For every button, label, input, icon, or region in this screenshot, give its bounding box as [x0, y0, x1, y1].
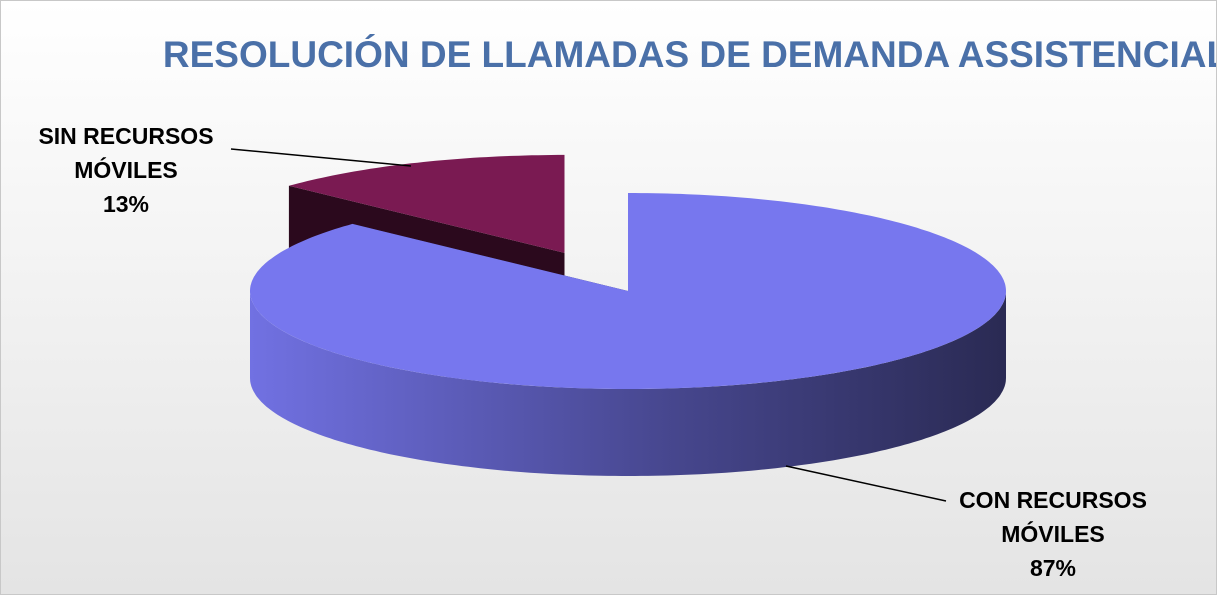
slice-wall: [250, 291, 1006, 476]
chart-title: RESOLUCIÓN DE LLAMADAS DE DEMANDA ASSIST…: [163, 33, 1216, 75]
slice-top: [250, 193, 1006, 389]
category-label: CON RECURSOS MÓVILES: [959, 487, 1147, 547]
value-label: 13%: [102, 191, 150, 217]
value-label: 87%: [1029, 555, 1077, 581]
slice: [250, 193, 1006, 476]
leader-line: [230, 148, 412, 167]
leader-line: [785, 465, 947, 502]
category-label: SIN RECURSOS MÓVILES: [38, 123, 214, 183]
slice-top: [288, 154, 565, 253]
slice-label: CON RECURSOS MÓVILES 87%: [943, 483, 1163, 585]
slice-label: SIN RECURSOS MÓVILES 13%: [21, 119, 231, 221]
